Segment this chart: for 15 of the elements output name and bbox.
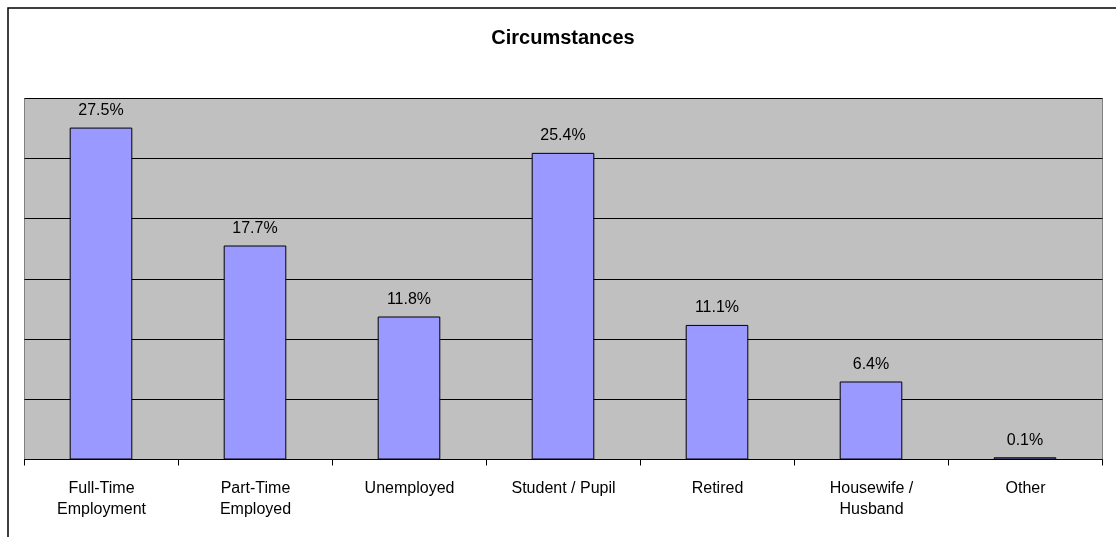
data-label: 25.4% bbox=[540, 126, 586, 144]
chart-title: Circumstances bbox=[491, 26, 635, 49]
x-tick-label: Retired bbox=[691, 478, 744, 496]
x-tick-label: Unemployed bbox=[364, 478, 455, 496]
data-label: 11.1% bbox=[694, 298, 740, 316]
data-label: 6.4% bbox=[852, 354, 890, 372]
x-tick-label: Part-Time Employed bbox=[219, 478, 292, 517]
data-label: 0.1% bbox=[1006, 430, 1044, 448]
data-label: 11.8% bbox=[386, 290, 432, 308]
x-tick-label: Housewife / Husband bbox=[829, 478, 914, 517]
x-tick-label: Other bbox=[1005, 478, 1047, 496]
data-label: 17.7% bbox=[232, 219, 278, 237]
x-tick-label: Student / Pupil bbox=[511, 478, 616, 496]
x-tick-label: Full-Time Employment bbox=[57, 478, 147, 517]
data-label: 27.5% bbox=[78, 101, 124, 119]
